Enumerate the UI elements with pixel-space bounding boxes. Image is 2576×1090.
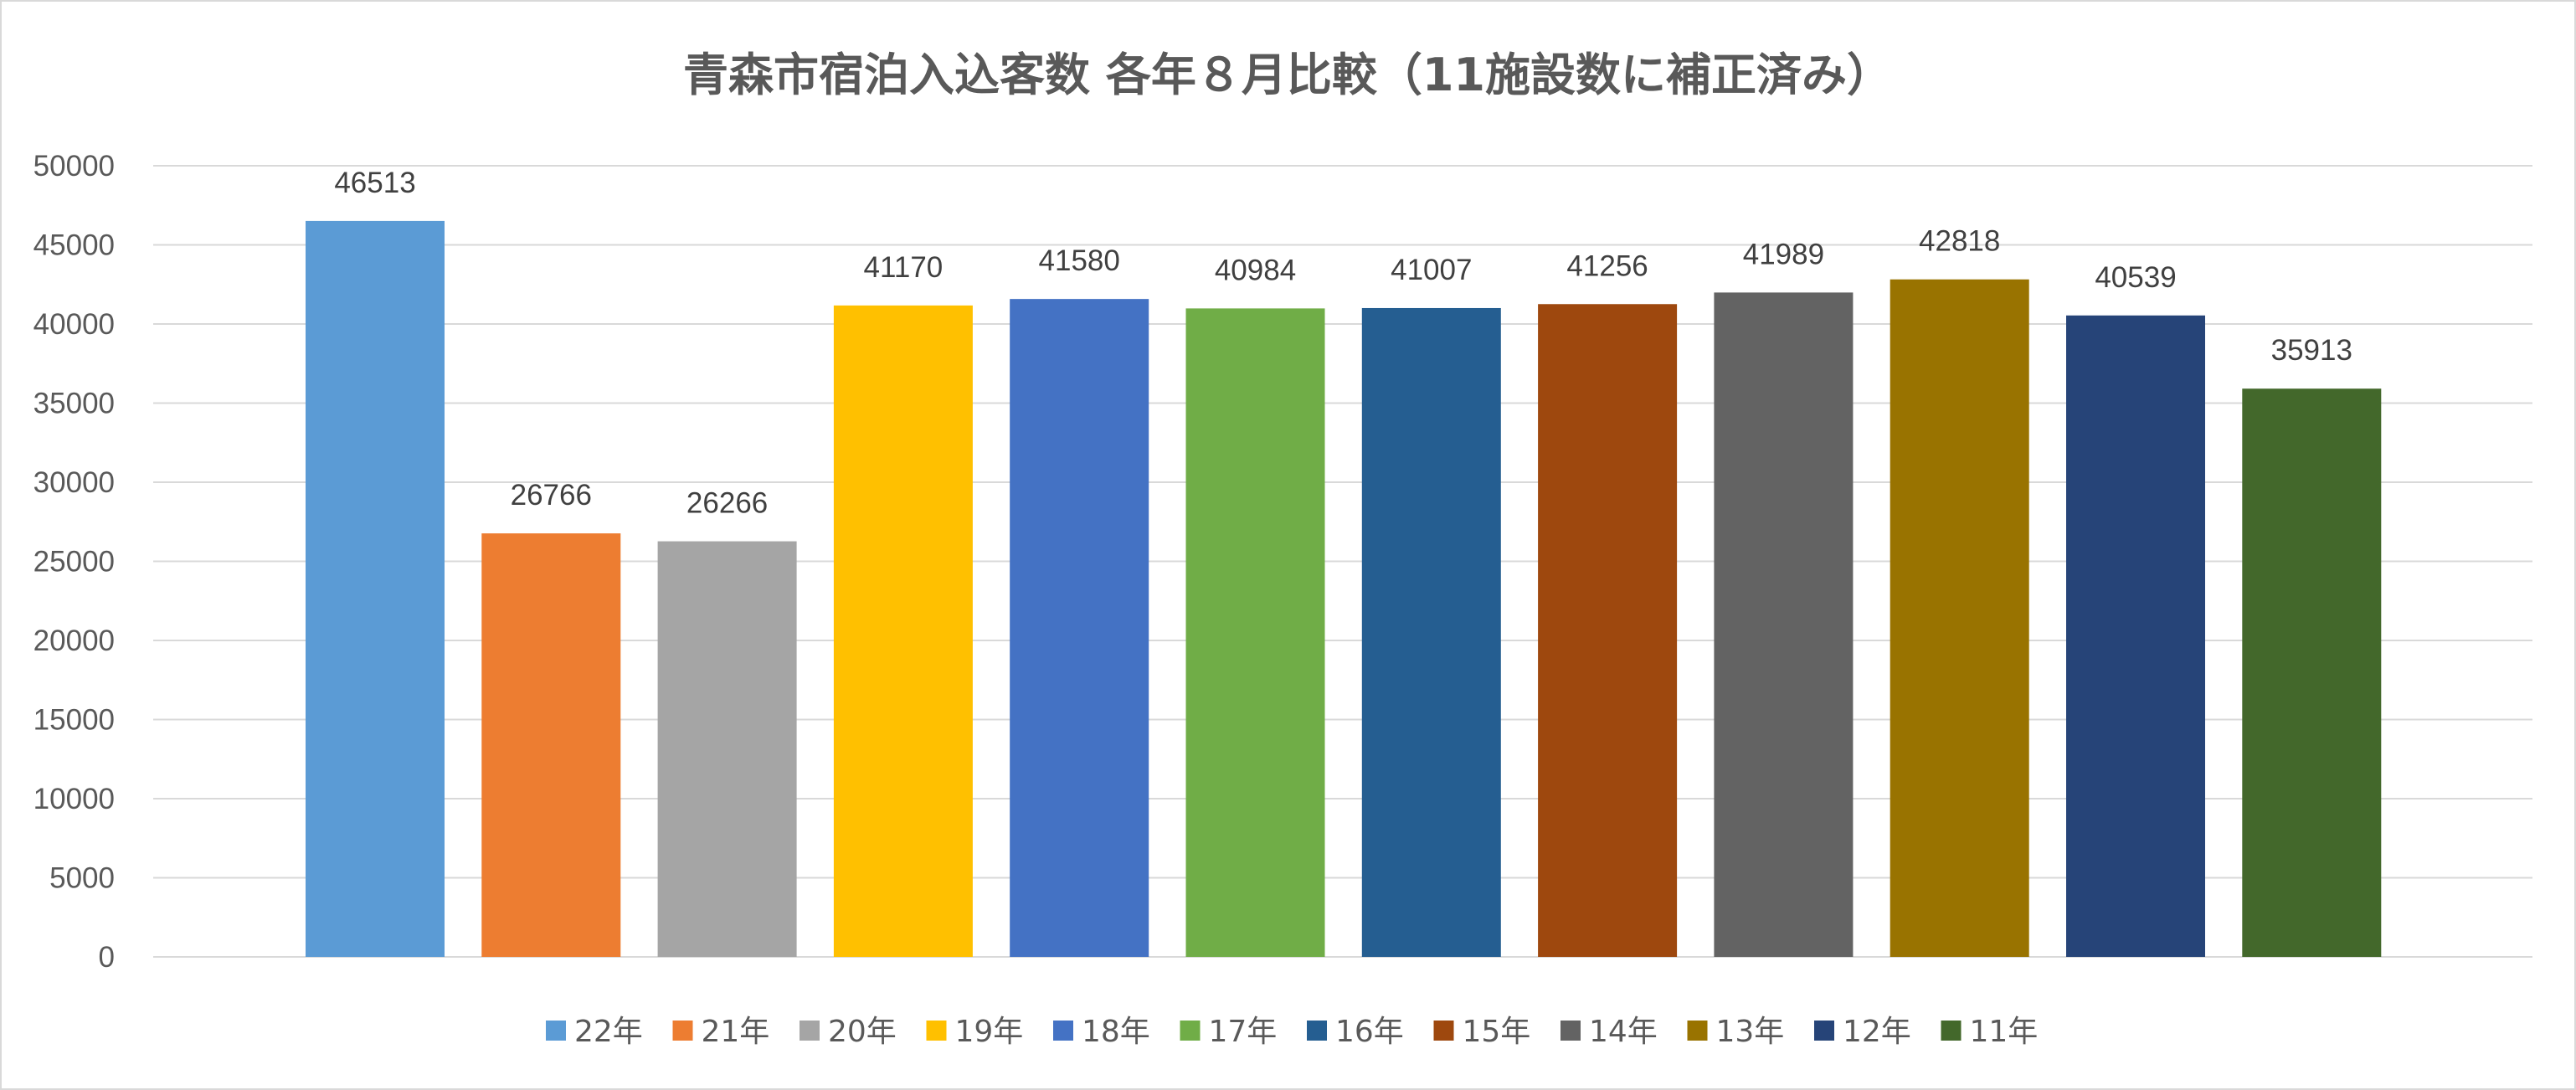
legend-label: 13年 — [1716, 1015, 1785, 1049]
data-label: 40539 — [2095, 261, 2176, 294]
y-tick-label: 20000 — [33, 625, 115, 657]
bar-11年 — [2242, 388, 2382, 958]
legend-swatch — [1687, 1021, 1708, 1041]
legend-swatch — [1941, 1021, 1962, 1041]
data-label: 41580 — [1039, 244, 1120, 277]
data-label: 41007 — [1391, 254, 1472, 286]
bar-19年 — [833, 305, 973, 958]
bar-14年 — [1714, 292, 1854, 957]
y-tick-label: 40000 — [33, 308, 115, 341]
data-label: 26266 — [686, 487, 768, 520]
y-tick-label: 0 — [99, 941, 115, 974]
legend-label: 20年 — [828, 1015, 897, 1049]
legend-swatch — [1561, 1021, 1581, 1041]
legend: 22年 21年 20年 19年 18年 17年 16年 15年 14年 13年 12年 11年 — [546, 1015, 2038, 1049]
bar-17年 — [1185, 308, 1325, 957]
bar-13年 — [1890, 279, 2029, 957]
chart-title: 青森市宿泊入込客数 各年８月比較（11施設数に補正済み） — [683, 49, 1892, 101]
bar-20年 — [657, 541, 797, 957]
legend-swatch — [800, 1021, 820, 1041]
legend-swatch — [1814, 1021, 1834, 1041]
y-tick-label: 10000 — [33, 783, 115, 815]
data-label: 42818 — [1919, 225, 2000, 258]
legend-label: 16年 — [1335, 1015, 1404, 1049]
legend-label: 11年 — [1970, 1015, 2039, 1049]
y-tick-label: 5000 — [49, 862, 115, 895]
legend-label: 19年 — [955, 1015, 1024, 1049]
y-tick-label: 50000 — [33, 150, 115, 183]
data-label: 41256 — [1566, 249, 1648, 282]
bar-16年 — [1361, 307, 1501, 957]
legend-label: 14年 — [1589, 1015, 1658, 1049]
legend-label: 21年 — [702, 1015, 770, 1049]
data-label: 40984 — [1215, 254, 1296, 286]
legend-label: 18年 — [1082, 1015, 1150, 1049]
data-label: 41170 — [864, 251, 944, 284]
legend-swatch — [1307, 1021, 1327, 1041]
data-labels: 46513 26766 26266 41170 41580 40984 41007 41256… — [334, 167, 2352, 520]
y-tick-label: 15000 — [33, 704, 115, 737]
legend-label: 22年 — [574, 1015, 643, 1049]
legend-label: 17年 — [1209, 1015, 1278, 1049]
bar-21年 — [481, 533, 621, 957]
legend-swatch — [546, 1021, 566, 1041]
y-axis-ticks: 0 5000 10000 15000 20000 25000 30000 35000 40000… — [33, 150, 115, 974]
legend-label: 15年 — [1463, 1015, 1531, 1049]
data-label: 35913 — [2271, 334, 2352, 367]
y-tick-label: 30000 — [33, 466, 115, 499]
y-tick-label: 45000 — [33, 229, 115, 262]
bar-12年 — [2066, 315, 2205, 958]
data-label: 46513 — [334, 167, 415, 199]
legend-swatch — [1053, 1021, 1073, 1041]
legend-label: 12年 — [1843, 1015, 1911, 1049]
data-label: 41989 — [1743, 238, 1824, 270]
bar-15年 — [1538, 304, 1678, 957]
y-tick-label: 35000 — [33, 388, 115, 420]
bar-18年 — [1010, 299, 1149, 957]
bars — [306, 220, 2382, 958]
legend-swatch — [926, 1021, 947, 1041]
legend-swatch — [672, 1021, 693, 1041]
y-tick-label: 25000 — [33, 546, 115, 578]
bar-22年 — [306, 220, 445, 957]
legend-swatch — [1433, 1021, 1454, 1041]
legend-swatch — [1180, 1021, 1201, 1041]
data-label: 26766 — [511, 479, 592, 512]
